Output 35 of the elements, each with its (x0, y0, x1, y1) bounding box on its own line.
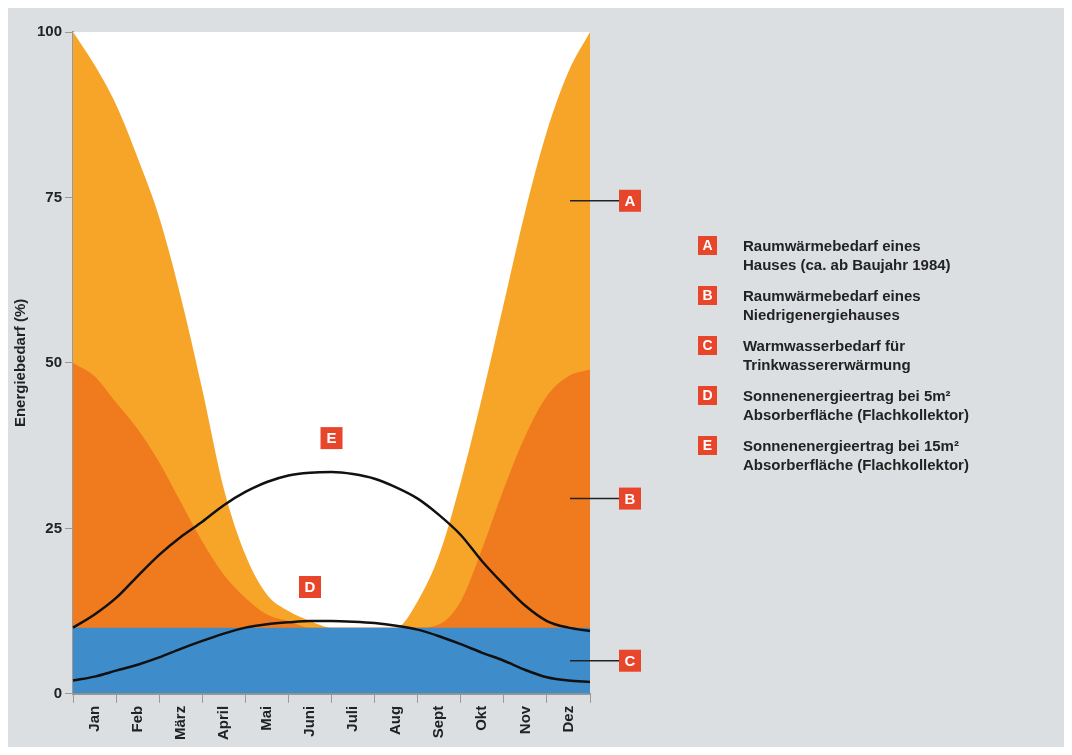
text: Raumwärmebedarf eines Niedrigenergiehauses (743, 286, 922, 324)
x-tick-label: Feb (127, 705, 145, 733)
text: D (702, 387, 713, 403)
x-tick-label: Dez (558, 705, 576, 733)
text: A (702, 237, 713, 253)
y-tick-label: 75 (45, 187, 63, 205)
y-tick-label: 0 (53, 683, 63, 701)
x-tick-label: April (213, 705, 231, 740)
y-axis-title: Energiebedarf (%) (11, 298, 29, 428)
x-tick-label: Mai (257, 705, 275, 731)
text: C (702, 337, 713, 353)
x-tick-label: März (170, 705, 188, 741)
text: Raumwärmebedarf eines Hauses (ca. ab Baujahr 1984) (743, 236, 952, 274)
x-tick-label: Sept (429, 705, 447, 739)
x-tick-label: Aug (386, 705, 404, 735)
annotation: E (326, 429, 337, 447)
x-tick-label: Juli (343, 705, 361, 732)
text: E (702, 437, 713, 453)
x-tick-label: Juni (300, 705, 318, 737)
x-tick-label: Jan (84, 705, 102, 732)
y-tick-label: 25 (45, 518, 63, 536)
line-series (71, 470, 592, 633)
y-tick-label: 100 (37, 22, 63, 40)
text: Warmwasserbedarf für Trinkwassererwärmung (743, 336, 912, 374)
line-series (71, 619, 592, 684)
x-tick-label: Nov (515, 705, 533, 735)
text: Sonnenenergieertrag bei 5m² Absorberfläche (Flachkollektor) (743, 386, 970, 424)
x-tick-label: Okt (472, 705, 490, 731)
text: C (624, 651, 636, 669)
text: Sonnenenergieertrag bei 15m² Absorberfläche (Flachkollektor) (743, 436, 970, 474)
text: B (702, 287, 713, 303)
y-tick-label: 50 (45, 353, 63, 371)
text: B (624, 489, 636, 507)
annotation: D (304, 578, 316, 596)
text: A (624, 191, 636, 209)
